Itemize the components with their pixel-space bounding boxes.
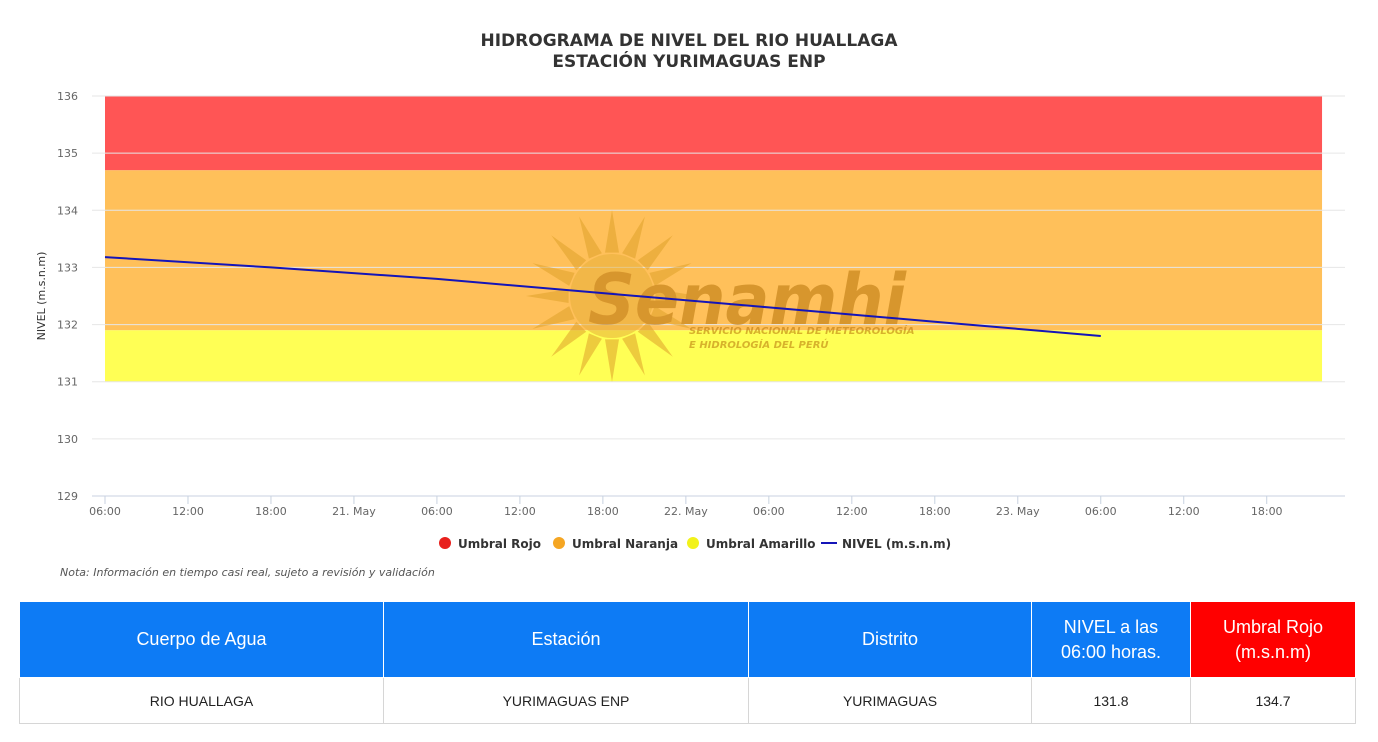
x-tick-label: 21. May	[332, 505, 376, 518]
x-tick-label: 12:00	[1168, 505, 1200, 518]
sun-ray	[532, 306, 575, 329]
sun-ray	[622, 333, 645, 376]
sun-ray	[551, 321, 587, 357]
x-tick-label: 12:00	[172, 505, 204, 518]
sun-ray	[526, 289, 569, 303]
cell-distrito: YURIMAGUAS	[748, 677, 1032, 724]
station-info-table: Cuerpo de Agua Estación Distrito NIVEL a…	[19, 601, 1356, 724]
legend-item[interactable]: NIVEL (m.s.n.m)	[821, 537, 951, 551]
hydrograph-chart: HIDROGRAMA DE NIVEL DEL RIO HUALLAGA EST…	[35, 31, 1345, 551]
chart-subtitle: ESTACIÓN YURIMAGUAS ENP	[552, 50, 825, 72]
x-tick-label: 22. May	[664, 505, 708, 518]
sun-ray	[579, 216, 602, 259]
y-tick-label: 131	[57, 376, 78, 389]
cell-cuerpo-de-agua: RIO HUALLAGA	[19, 677, 384, 724]
series-line-nivel	[104, 256, 1101, 337]
sun-ray	[605, 210, 619, 253]
y-tick-label: 129	[57, 490, 78, 503]
y-tick-label: 134	[57, 204, 78, 217]
x-tick-label: 18:00	[1251, 505, 1283, 518]
sun-ray	[605, 339, 619, 382]
y-tick-label: 130	[57, 433, 78, 446]
legend-item[interactable]: Umbral Amarillo	[687, 537, 816, 551]
sun-ray	[649, 306, 692, 329]
legend-item[interactable]: Umbral Rojo	[439, 537, 541, 551]
sun-ray	[637, 321, 673, 357]
y-tick-label: 133	[57, 261, 78, 274]
table-header-row: Cuerpo de Agua Estación Distrito NIVEL a…	[19, 601, 1356, 678]
header-distrito: Distrito	[748, 601, 1032, 678]
legend-item[interactable]: Umbral Naranja	[553, 537, 678, 551]
x-tick-label: 06:00	[89, 505, 121, 518]
header-estacion: Estación	[383, 601, 749, 678]
y-tick-label: 135	[57, 147, 78, 160]
legend-label: Umbral Naranja	[572, 537, 678, 551]
legend-marker-icon	[687, 537, 699, 549]
y-axis-label: NIVEL (m.s.n.m)	[35, 252, 48, 341]
chart-title: HIDROGRAMA DE NIVEL DEL RIO HUALLAGA	[481, 31, 899, 51]
sun-ray	[551, 235, 587, 271]
sun-ray	[649, 263, 692, 286]
table-row: RIO HUALLAGA YURIMAGUAS ENP YURIMAGUAS 1…	[19, 677, 1356, 724]
threshold-band-0	[105, 96, 1323, 171]
chart-note: Nota: Información en tiempo casi real, s…	[60, 566, 435, 579]
x-tick-label: 12:00	[504, 505, 536, 518]
x-tick-label: 18:00	[587, 505, 619, 518]
legend-marker-icon	[553, 537, 565, 549]
header-nivel: NIVEL a las 06:00 horas.	[1031, 601, 1191, 678]
cell-umbral-rojo: 134.7	[1190, 677, 1356, 724]
legend-label: NIVEL (m.s.n.m)	[842, 537, 951, 551]
x-tick-label: 23. May	[996, 505, 1040, 518]
x-tick-label: 12:00	[836, 505, 868, 518]
senamhi-watermark: Senamhi SERVICIO NACIONAL DE METEOROLOGÍ…	[526, 210, 915, 382]
watermark-sub2: E HIDROLOGÍA DEL PERÚ	[689, 338, 829, 351]
cell-nivel: 131.8	[1031, 677, 1191, 724]
x-tick-label: 18:00	[919, 505, 951, 518]
sun-logo-icon	[526, 210, 698, 382]
legend-label: Umbral Rojo	[458, 537, 541, 551]
legend-label: Umbral Amarillo	[706, 537, 816, 551]
sun-ray	[532, 263, 575, 286]
header-cuerpo-de-agua: Cuerpo de Agua	[19, 601, 384, 678]
x-tick-label: 18:00	[255, 505, 287, 518]
sun-ray	[579, 333, 602, 376]
watermark-sub1: SERVICIO NACIONAL DE METEOROLOGÍA	[689, 324, 915, 337]
watermark-brand: Senamhi	[588, 259, 907, 341]
y-tick-label: 136	[57, 90, 78, 103]
sun-ray	[622, 216, 645, 259]
x-tick-label: 06:00	[421, 505, 453, 518]
y-tick-label: 132	[57, 319, 78, 332]
x-tick-label: 06:00	[1085, 505, 1117, 518]
sun-ray	[637, 235, 673, 271]
cell-estacion: YURIMAGUAS ENP	[383, 677, 749, 724]
threshold-band-2	[105, 330, 1323, 382]
legend-marker-icon	[439, 537, 451, 549]
x-tick-label: 06:00	[753, 505, 785, 518]
header-umbral-rojo: Umbral Rojo (m.s.n.m)	[1190, 601, 1356, 678]
